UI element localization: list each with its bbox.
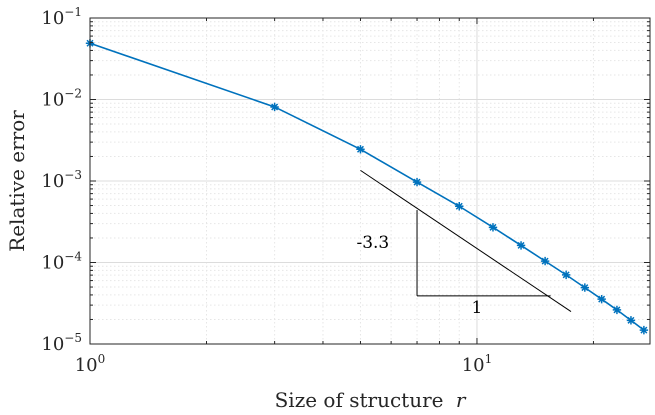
x-tick-label-exponent: 1 (485, 352, 493, 366)
y-tick-label-exponent: −3 (64, 168, 82, 182)
data-point-marker (412, 177, 422, 187)
x-tick-label-exponent: 0 (98, 352, 106, 366)
data-point-marker (488, 223, 498, 232)
x-tick-label: 100 (75, 352, 106, 376)
data-point-marker (455, 202, 464, 211)
x-axis-label-variable: r (456, 388, 467, 412)
y-axis-label: Relative error (5, 110, 29, 252)
data-point-marker (639, 325, 649, 335)
x-tick-label: 101 (462, 352, 493, 376)
data-point-marker (561, 270, 571, 280)
data-point-marker (516, 241, 526, 250)
y-tick-label-exponent: −2 (64, 87, 82, 101)
y-tick-label-exponent: −5 (64, 331, 82, 345)
grid (89, 17, 650, 345)
slope-label: -3.3 (356, 233, 389, 253)
y-tick-label-base: 10 (41, 171, 64, 192)
y-tick-label-base: 10 (41, 334, 64, 355)
y-tick-label-base: 10 (41, 253, 64, 274)
run-label: 1 (472, 298, 483, 318)
y-tick-label: 10−4 (41, 250, 82, 274)
slope-triangle: -3.3 1 (356, 169, 572, 318)
x-axis-label: Size of structure r (275, 388, 467, 412)
x-tick-label-base: 10 (462, 355, 485, 376)
data-point-marker (597, 294, 606, 304)
data-point-marker (626, 316, 636, 325)
y-tick-label: 10−2 (41, 87, 82, 111)
data-layer (85, 39, 649, 335)
data-point-marker (356, 145, 365, 154)
data-point-marker (612, 305, 622, 315)
y-tick-label: 10−1 (41, 5, 82, 29)
data-point-marker (270, 102, 279, 112)
y-tick-label-exponent: −1 (64, 5, 82, 19)
y-tick-label-base: 10 (41, 90, 64, 111)
x-tick-label-base: 10 (75, 355, 98, 376)
data-point-marker (540, 256, 550, 266)
y-tick-label: 10−5 (41, 331, 82, 355)
y-tick-label-base: 10 (41, 8, 64, 29)
data-point-marker (580, 283, 590, 292)
x-axis-label-text: Size of structure (275, 388, 444, 412)
y-tick-label: 10−3 (41, 168, 82, 192)
y-tick-label-exponent: −4 (64, 250, 82, 264)
slope-hypotenuse (360, 169, 572, 312)
